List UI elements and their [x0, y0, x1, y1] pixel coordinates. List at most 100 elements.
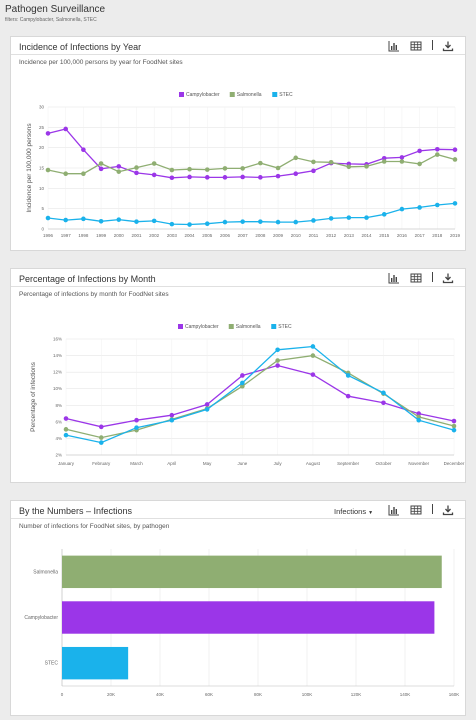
- y-axis-label: Incidence per 100,000 persons: [26, 123, 33, 213]
- x-tick-label: 1996: [43, 233, 54, 238]
- data-point-campylobacter: [275, 363, 280, 368]
- data-point-campylobacter: [310, 372, 316, 377]
- series-line-stec: [65, 345, 455, 444]
- numbers-bar-chart: 0 20K 40K 60K 80K 100K 120K 140K 160K Salmonella C…: [24, 549, 460, 697]
- card-title: By the Numbers – Infections: [19, 506, 133, 516]
- x-tick-label: 1999: [96, 233, 107, 238]
- card-subtitle: Percentage of infections by month for Fo…: [19, 291, 169, 298]
- table-icon[interactable]: [410, 272, 422, 284]
- bar-chart-icon[interactable]: [388, 504, 400, 516]
- data-point-campylobacter: [345, 393, 351, 399]
- data-point-stec: [416, 417, 422, 423]
- x-tick-label: 2006: [220, 233, 231, 238]
- toolbar-separator: [432, 40, 433, 50]
- toolbar-separator: [432, 272, 433, 282]
- legend-swatch: [179, 92, 184, 97]
- data-point-salmonella: [240, 383, 245, 389]
- data-point-salmonella: [310, 353, 316, 358]
- legend-swatch: [271, 324, 277, 329]
- x-tick-label: January: [58, 461, 75, 466]
- series-line-campylobacter: [65, 364, 455, 428]
- table-icon[interactable]: [410, 504, 422, 516]
- legend-swatch: [228, 324, 234, 329]
- x-tick-label: 2002: [149, 233, 160, 238]
- data-point-salmonella: [187, 166, 192, 172]
- card-title: Percentage of Infections by Month: [19, 274, 156, 284]
- data-point-campylobacter: [381, 400, 386, 406]
- y-tick-label: 30: [39, 105, 45, 110]
- data-point-salmonella: [381, 159, 387, 164]
- download-icon[interactable]: [442, 40, 454, 52]
- data-point-stec: [222, 219, 228, 225]
- data-point-campylobacter: [81, 147, 86, 152]
- data-point-stec: [399, 206, 405, 212]
- x-tick-label: 2014: [362, 233, 373, 238]
- x-tick-label: September: [337, 461, 360, 466]
- x-tick-label: 2013: [344, 233, 355, 238]
- bar-salmonella: [62, 555, 442, 589]
- legend-label: Salmonella: [237, 92, 262, 98]
- data-point-campylobacter: [275, 173, 281, 179]
- x-tick-label: 2018: [432, 233, 443, 238]
- download-icon[interactable]: [442, 504, 454, 516]
- data-point-stec: [451, 427, 457, 433]
- x-tick-label: July: [274, 461, 283, 466]
- x-tick-label: October: [375, 461, 392, 466]
- card-subtitle: Number of infections for FoodNet sites, …: [19, 523, 170, 530]
- card-subtitle: Incidence per 100,000 persons by year fo…: [19, 59, 183, 66]
- metric-dropdown[interactable]: Infections ▼: [334, 507, 373, 516]
- x-tick-label: March: [130, 461, 143, 466]
- y-tick-label: 10%: [53, 386, 62, 391]
- data-point-salmonella: [81, 171, 86, 176]
- data-point-stec: [240, 380, 245, 386]
- x-tick-label: 160K: [449, 692, 460, 697]
- data-point-campylobacter: [98, 424, 104, 430]
- x-tick-label: 40K: [156, 692, 164, 697]
- data-point-campylobacter: [240, 373, 245, 378]
- data-point-stec: [258, 219, 263, 224]
- y-category-label: Campylobacter: [24, 615, 58, 621]
- y-tick-label: 14%: [53, 353, 62, 358]
- x-tick-label: 2001: [131, 233, 142, 238]
- data-point-stec: [98, 218, 104, 224]
- data-point-campylobacter: [452, 147, 458, 152]
- data-point-stec: [98, 440, 104, 445]
- data-point-campylobacter: [451, 418, 457, 424]
- data-point-campylobacter: [435, 146, 440, 152]
- data-point-campylobacter: [116, 164, 122, 169]
- data-point-campylobacter: [222, 175, 228, 180]
- series-line-salmonella: [47, 153, 456, 175]
- x-tick-label: 80K: [254, 692, 262, 697]
- x-tick-label: 2010: [291, 233, 302, 238]
- x-tick-label: 1998: [78, 233, 89, 238]
- bar-chart-icon[interactable]: [388, 40, 400, 52]
- y-tick-label: 0: [41, 227, 44, 232]
- legend-label: Salmonella: [236, 324, 261, 330]
- data-point-stec: [346, 215, 352, 220]
- x-tick-label: November: [408, 461, 429, 466]
- y-category-label: Salmonella: [33, 569, 58, 575]
- page-title: Pathogen Surveillance: [5, 4, 106, 15]
- data-point-stec: [134, 425, 139, 430]
- x-tick-label: 2009: [273, 233, 284, 238]
- data-point-stec: [345, 373, 351, 378]
- data-point-salmonella: [134, 165, 139, 170]
- data-point-stec: [151, 218, 157, 224]
- data-point-stec: [417, 205, 422, 210]
- x-tick-label: 2004: [185, 233, 196, 238]
- y-category-label: STEC: [45, 661, 59, 667]
- data-point-campylobacter: [417, 148, 422, 154]
- download-icon[interactable]: [442, 272, 454, 284]
- y-tick-label: 6%: [55, 419, 62, 424]
- bar-chart-icon[interactable]: [388, 272, 400, 284]
- y-tick-label: 25: [39, 125, 45, 130]
- data-point-campylobacter: [169, 175, 175, 181]
- legend-swatch: [229, 92, 235, 97]
- data-point-stec: [275, 219, 281, 225]
- x-tick-label: 2012: [326, 233, 337, 238]
- x-tick-label: 60K: [205, 692, 213, 697]
- data-point-campylobacter: [187, 174, 192, 180]
- table-icon[interactable]: [410, 40, 422, 52]
- data-point-salmonella: [222, 166, 228, 171]
- caret-down-icon: ▼: [368, 510, 374, 516]
